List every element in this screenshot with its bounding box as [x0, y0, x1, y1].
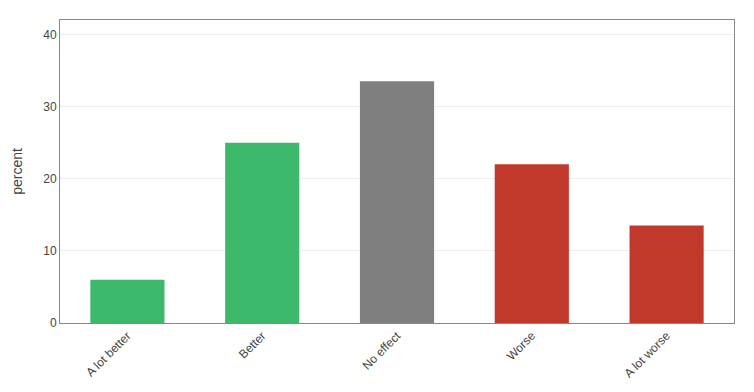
svg-text:percent: percent [9, 148, 25, 195]
svg-text:20: 20 [43, 172, 57, 186]
svg-text:30: 30 [43, 100, 57, 114]
svg-text:No effect: No effect [360, 328, 404, 372]
svg-text:Better: Better [236, 329, 269, 362]
svg-text:40: 40 [43, 28, 57, 42]
svg-text:0: 0 [50, 316, 57, 330]
svg-text:A lot better: A lot better [83, 329, 133, 379]
svg-text:10: 10 [43, 244, 57, 258]
svg-text:Worse: Worse [504, 329, 538, 363]
svg-text:A lot worse: A lot worse [622, 329, 674, 381]
